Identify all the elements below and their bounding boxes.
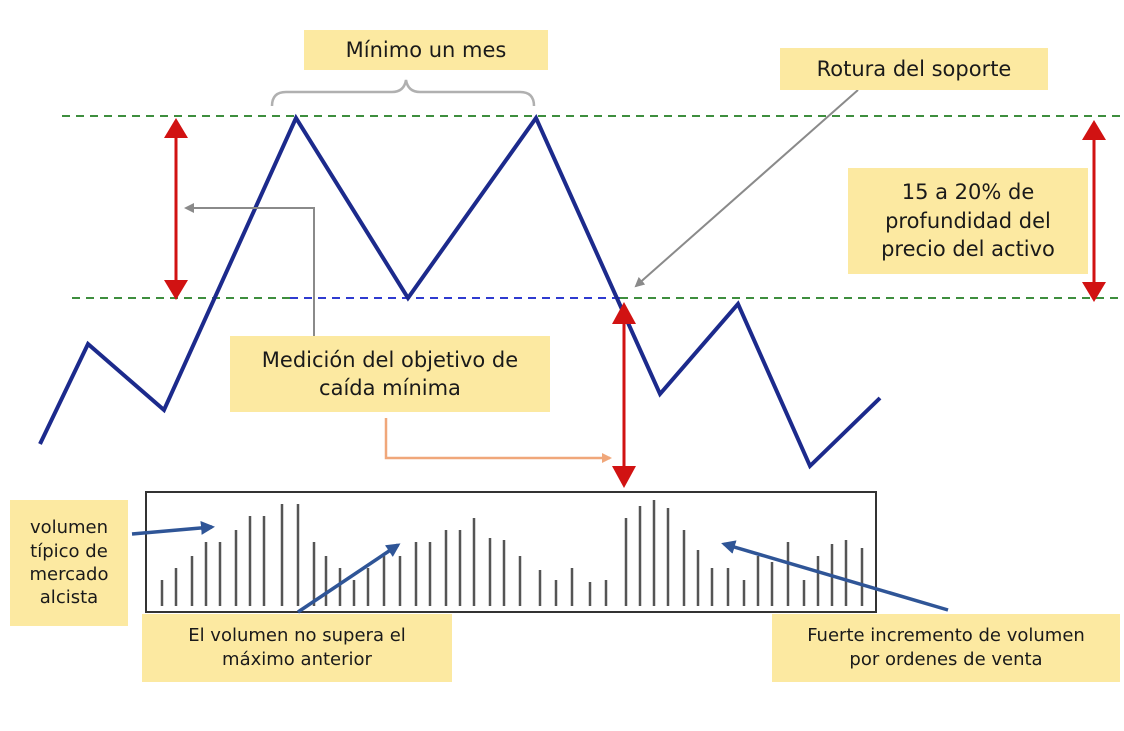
typical-volume-arrow	[131, 520, 215, 536]
measurement-target-label: Medición del objetivo de caída mínima	[230, 336, 550, 412]
volume-increase-arrow	[721, 540, 949, 612]
left-depth-double-arrow	[164, 118, 188, 300]
target-double-arrow	[612, 302, 636, 488]
curly-brace	[270, 79, 536, 107]
right-depth-double-arrow	[1082, 120, 1106, 302]
measure-pointer-arrow	[184, 203, 315, 340]
support-break-arrow	[634, 89, 859, 288]
price-line	[38, 113, 882, 470]
support-break-label: Rotura del soporte	[780, 48, 1048, 90]
target-pointer-arrow	[384, 418, 612, 463]
typical-volume-label: volumen típico de mercado alcista	[10, 500, 128, 626]
depth-percentage-label: 15 a 20% de profundidad del precio del a…	[848, 168, 1088, 274]
minimum-month-label: Mínimo un mes	[304, 30, 548, 70]
volume-increase-label: Fuerte incremento de volumen por ordenes…	[772, 614, 1120, 682]
volume-bars	[160, 500, 864, 606]
volume-panel	[145, 491, 877, 613]
volume-not-exceed-arrow	[297, 543, 401, 614]
volume-not-exceed-label: El volumen no supera el máximo anterior	[142, 614, 452, 682]
